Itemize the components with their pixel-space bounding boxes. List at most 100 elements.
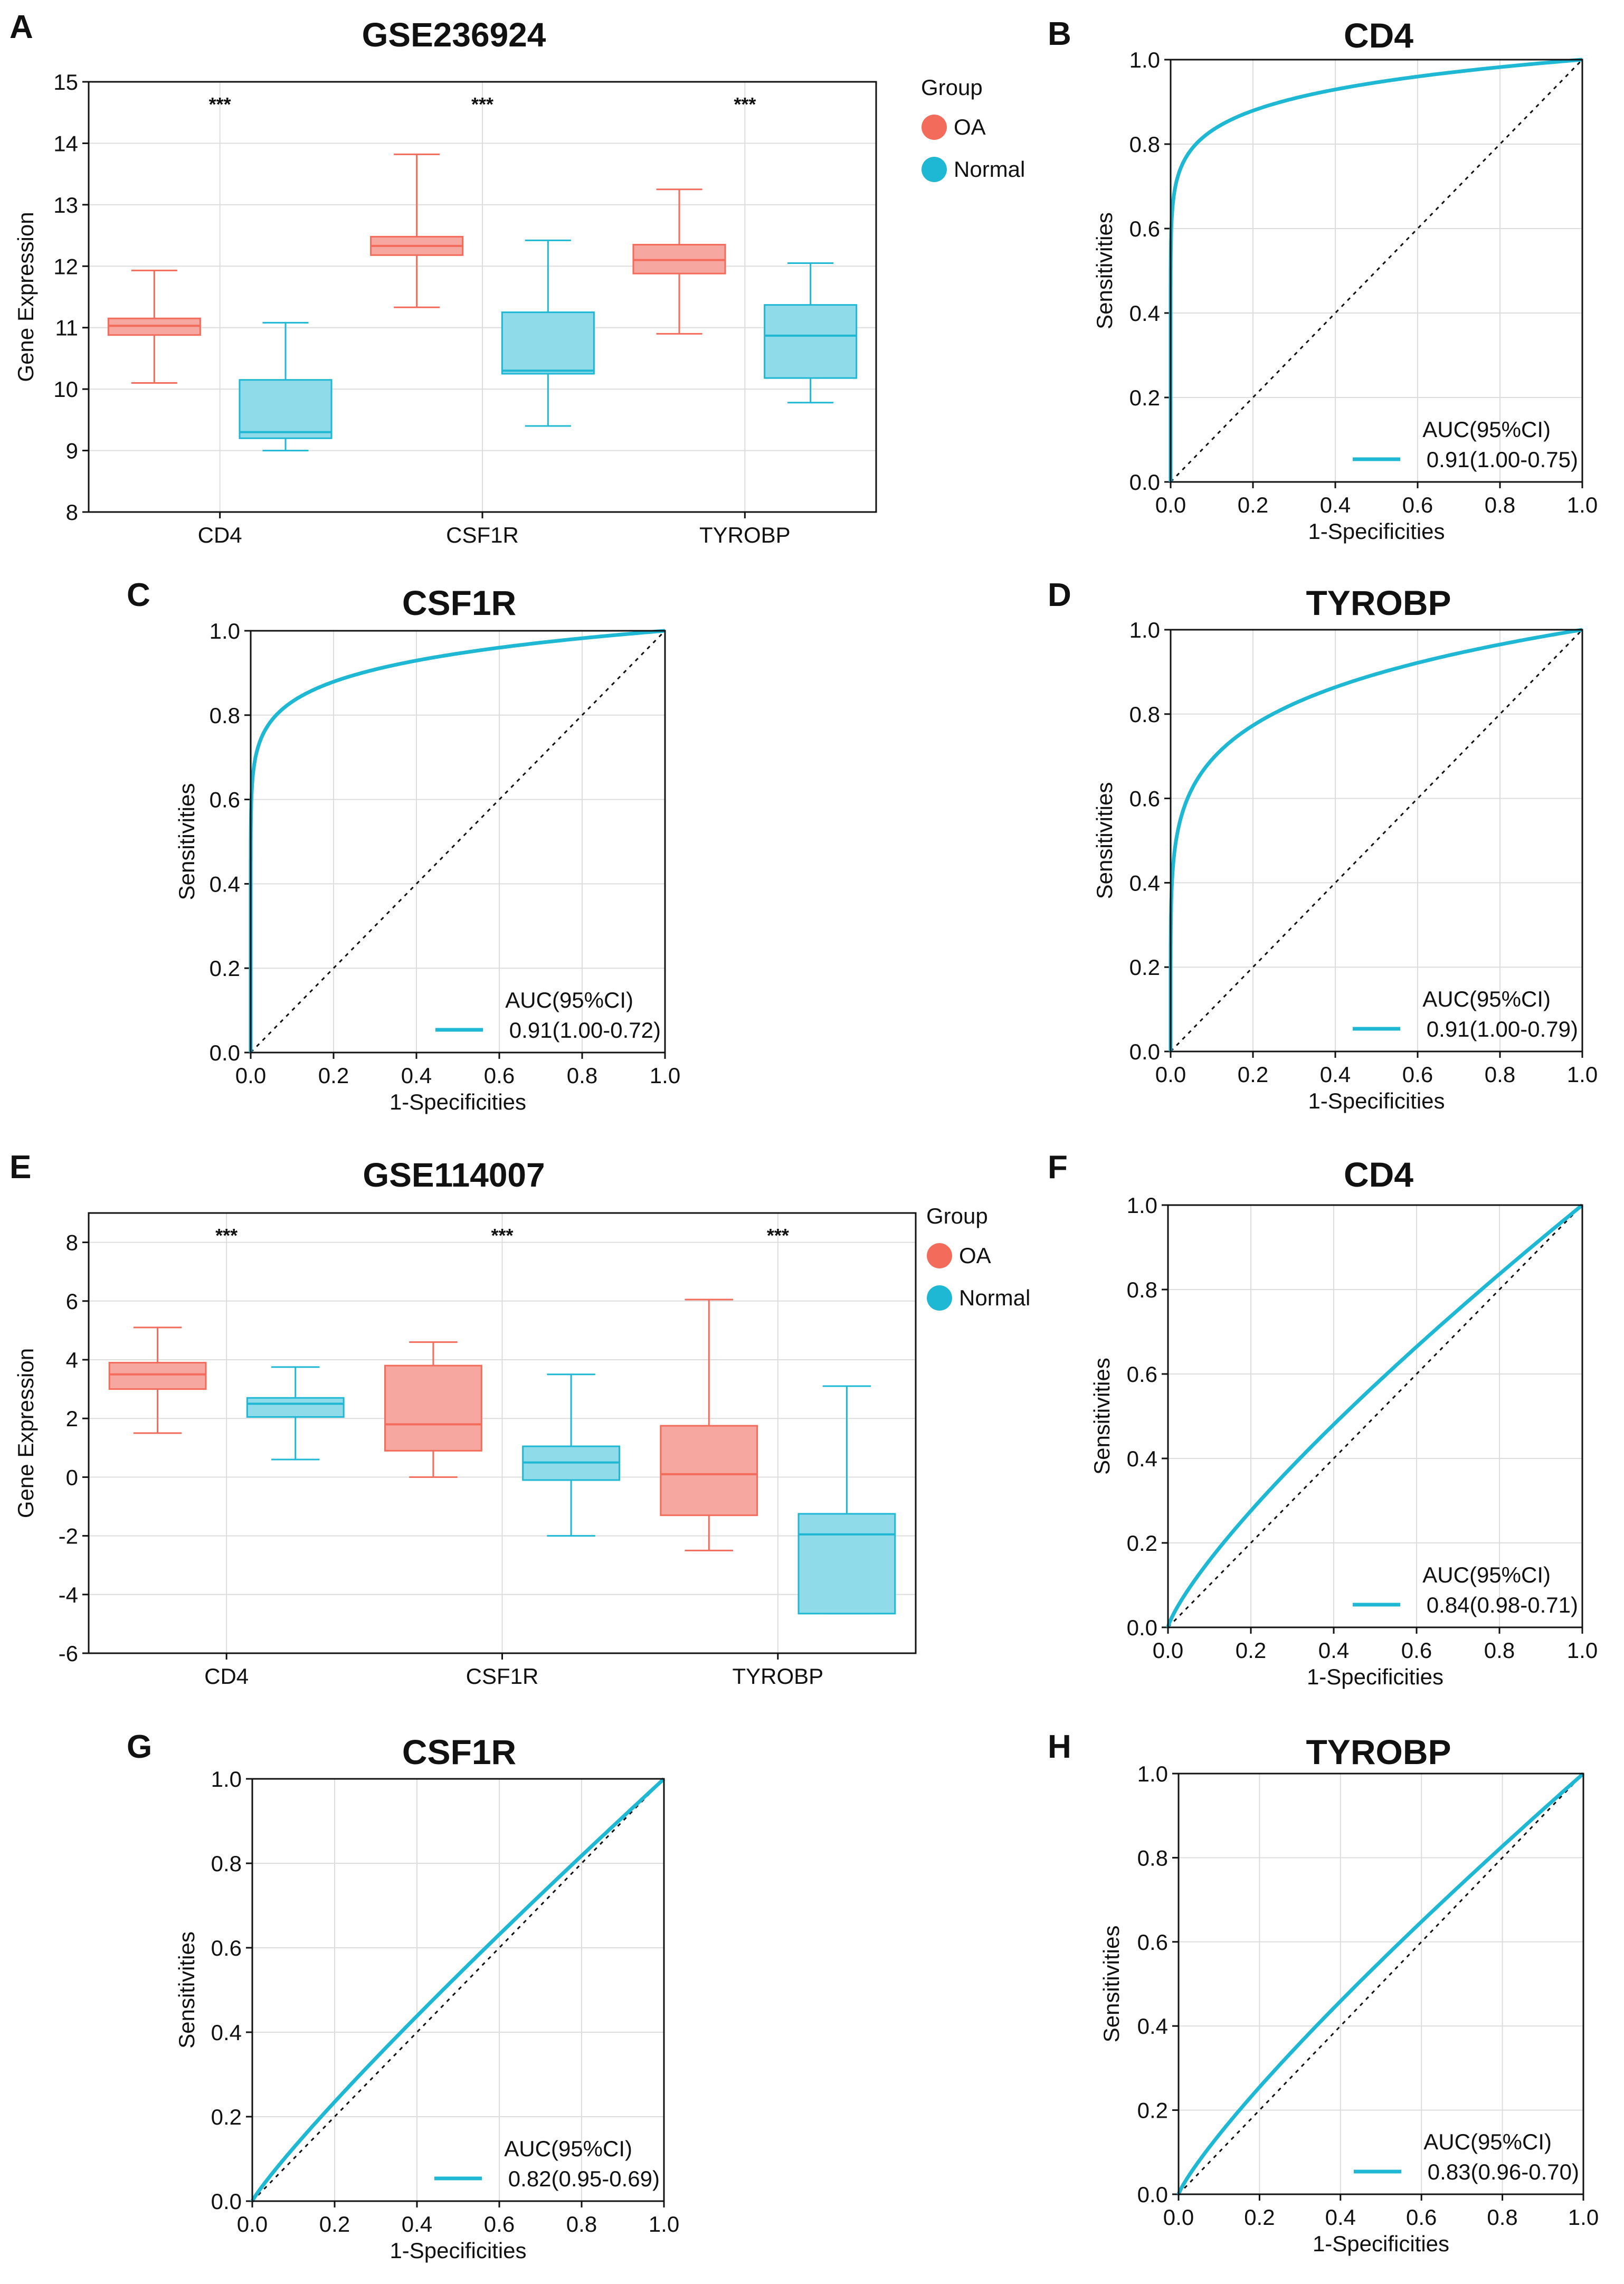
x-tick-label: 0.2 <box>1244 2205 1275 2230</box>
box-oa-cd4 <box>108 1326 207 1434</box>
y-tick-label: 0.0 <box>210 1040 240 1065</box>
x-tick-label: 1.0 <box>650 1063 680 1088</box>
box-body <box>246 1397 345 1418</box>
auc-header: AUC(95%CI) <box>1422 1562 1551 1587</box>
x-tick-label: 0.2 <box>319 2212 350 2236</box>
chart-title: GSE114007 <box>363 1156 545 1194</box>
y-tick-label: 0.8 <box>1127 1277 1157 1302</box>
y-tick-label: 0.8 <box>1129 702 1160 727</box>
reference-diagonal <box>1167 1204 1583 1628</box>
x-tick-label: 0.0 <box>1155 492 1186 517</box>
legend-title: Group <box>921 75 983 100</box>
y-tick-label: 0.4 <box>1129 870 1160 895</box>
auc-legend: AUC(95%CI) 0.91(1.00-0.79) <box>1353 987 1578 1041</box>
auc-legend: AUC(95%CI) 0.83(0.96-0.70) <box>1354 2129 1579 2184</box>
chart-title: CD4 <box>1344 1155 1413 1194</box>
panel-H: H TYROBP 0.00.0 0.2 0.2 0.4 0.4 0.6 0.6 0.8 0.8 1.0… <box>1048 1729 1599 2256</box>
x-tick-label: 0.0 <box>1153 1638 1183 1663</box>
box-body <box>660 1425 758 1517</box>
y-tick-label: 0.8 <box>210 703 240 728</box>
y-tick-label: 0.8 <box>211 1851 242 1876</box>
x-tick-label: 0.8 <box>1487 2205 1517 2230</box>
box-normal-tyrobp <box>797 1385 896 1615</box>
x-axis-title: 1-Specificities <box>1313 2231 1449 2256</box>
y-axis-title: Sensitivities <box>1089 1358 1114 1475</box>
y-tick-label: 0.2 <box>210 956 240 981</box>
y-tick-label: 14 <box>53 131 78 156</box>
legend-label-oa: OA <box>954 115 986 139</box>
x-tick-label: 0.6 <box>1406 2205 1437 2230</box>
panel-letter: G <box>127 1729 152 1765</box>
roc-curve <box>249 629 666 1053</box>
y-tick-label: 1.0 <box>1129 48 1160 72</box>
x-tick-label: 0.0 <box>237 2212 268 2236</box>
y-tick-label: 8 <box>66 1230 78 1255</box>
y-tick-label: -6 <box>59 1641 78 1666</box>
auc-value: 0.91(1.00-0.75) <box>1427 447 1578 472</box>
y-tick-label: 0.0 <box>1129 1039 1160 1064</box>
x-tick-label: CSF1R <box>446 523 519 547</box>
auc-legend: AUC(95%CI) 0.91(1.00-0.72) <box>435 988 661 1043</box>
legend-swatch-normal <box>922 157 947 182</box>
box-oa-tyrobp <box>660 1299 758 1551</box>
x-tick-label: 1.0 <box>1567 492 1598 517</box>
y-tick-label: -2 <box>59 1524 78 1549</box>
x-axis-title: 1-Specificities <box>1308 519 1445 544</box>
auc-value: 0.84(0.98-0.71) <box>1427 1593 1578 1617</box>
chart-title: CD4 <box>1344 16 1413 55</box>
box-body <box>501 311 595 375</box>
plot-frame <box>88 81 877 513</box>
panel-G: G CSF1R 0.00.0 0.2 0.2 0.4 0.4 0.6 0.6 0.8 0.8 1.0 1… <box>127 1729 679 2263</box>
chart-title: CSF1R <box>402 1732 516 1771</box>
box-body <box>384 1364 482 1452</box>
y-tick-label: 11 <box>55 316 78 340</box>
y-axis-title: Sensitivities <box>174 1931 199 2049</box>
roc-curve <box>250 1777 666 2203</box>
x-tick-label: CSF1R <box>466 1664 539 1689</box>
box-body <box>797 1513 896 1615</box>
y-tick-label: 9 <box>66 439 78 463</box>
significance-label: *** <box>734 93 756 115</box>
roc-curve <box>1166 1203 1584 1629</box>
panel-D: D TYROBP 0.00.0 0.2 0.2 0.4 0.4 0.6 0.6 0.8 0.8 1.0… <box>1048 577 1598 1113</box>
panel-B: B CD4 0.00.0 0.2 0.2 0.4 0.4 0.6 0.6 0.8 0.8 1.0 1.0… <box>1048 16 1598 544</box>
gridlines <box>89 81 876 513</box>
x-tick-label: 0.8 <box>1485 1062 1515 1087</box>
y-tick-label: 0.4 <box>1129 301 1160 326</box>
reference-diagonal <box>251 1778 665 2202</box>
panel-F: F CD4 0.00.0 0.2 0.2 0.4 0.4 0.6 0.6 0.8 0.8 1.0 1.0… <box>1048 1149 1598 1689</box>
x-tick-label: 0.6 <box>484 1063 515 1088</box>
y-tick-label: 0.4 <box>210 871 240 896</box>
y-tick-label: 0.4 <box>1137 2014 1168 2039</box>
panel-letter: F <box>1048 1149 1068 1186</box>
y-tick-label: 1.0 <box>1129 618 1160 642</box>
legend-swatch-oa <box>922 115 947 140</box>
gridlines <box>89 1213 916 1654</box>
x-axis-title: 1-Specificities <box>390 2238 526 2263</box>
reference-diagonal <box>1170 59 1583 483</box>
y-tick-label: 13 <box>53 193 78 217</box>
y-tick-label: 0 <box>66 1465 78 1490</box>
plot-frame <box>250 630 666 1054</box>
x-axis-title: 1-Specificities <box>1307 1664 1443 1689</box>
y-axis-title: Gene Expression <box>13 212 38 382</box>
panel-letter: E <box>10 1149 31 1186</box>
chart-title: GSE236924 <box>362 16 546 54</box>
y-axis-title: Sensitivities <box>1099 1926 1124 2043</box>
x-tick-label: 0.4 <box>402 2212 432 2236</box>
x-tick-label: 0.8 <box>1484 1638 1515 1663</box>
y-tick-label: 6 <box>66 1289 78 1314</box>
y-tick-label: 0.6 <box>210 788 240 812</box>
box-oa-cd4 <box>107 269 201 384</box>
y-tick-label: 0.4 <box>1127 1446 1157 1471</box>
legend-swatch-oa <box>927 1243 952 1268</box>
y-tick-label: 0.6 <box>1127 1362 1157 1387</box>
y-tick-label: 1.0 <box>1137 1761 1168 1786</box>
chart-title: CSF1R <box>402 583 516 622</box>
auc-value: 0.91(1.00-0.72) <box>509 1018 661 1043</box>
auc-header: AUC(95%CI) <box>1422 987 1551 1011</box>
panel-letter: C <box>127 577 150 613</box>
y-tick-label: 0.0 <box>1129 470 1160 495</box>
y-tick-label: 0.6 <box>1129 216 1160 241</box>
